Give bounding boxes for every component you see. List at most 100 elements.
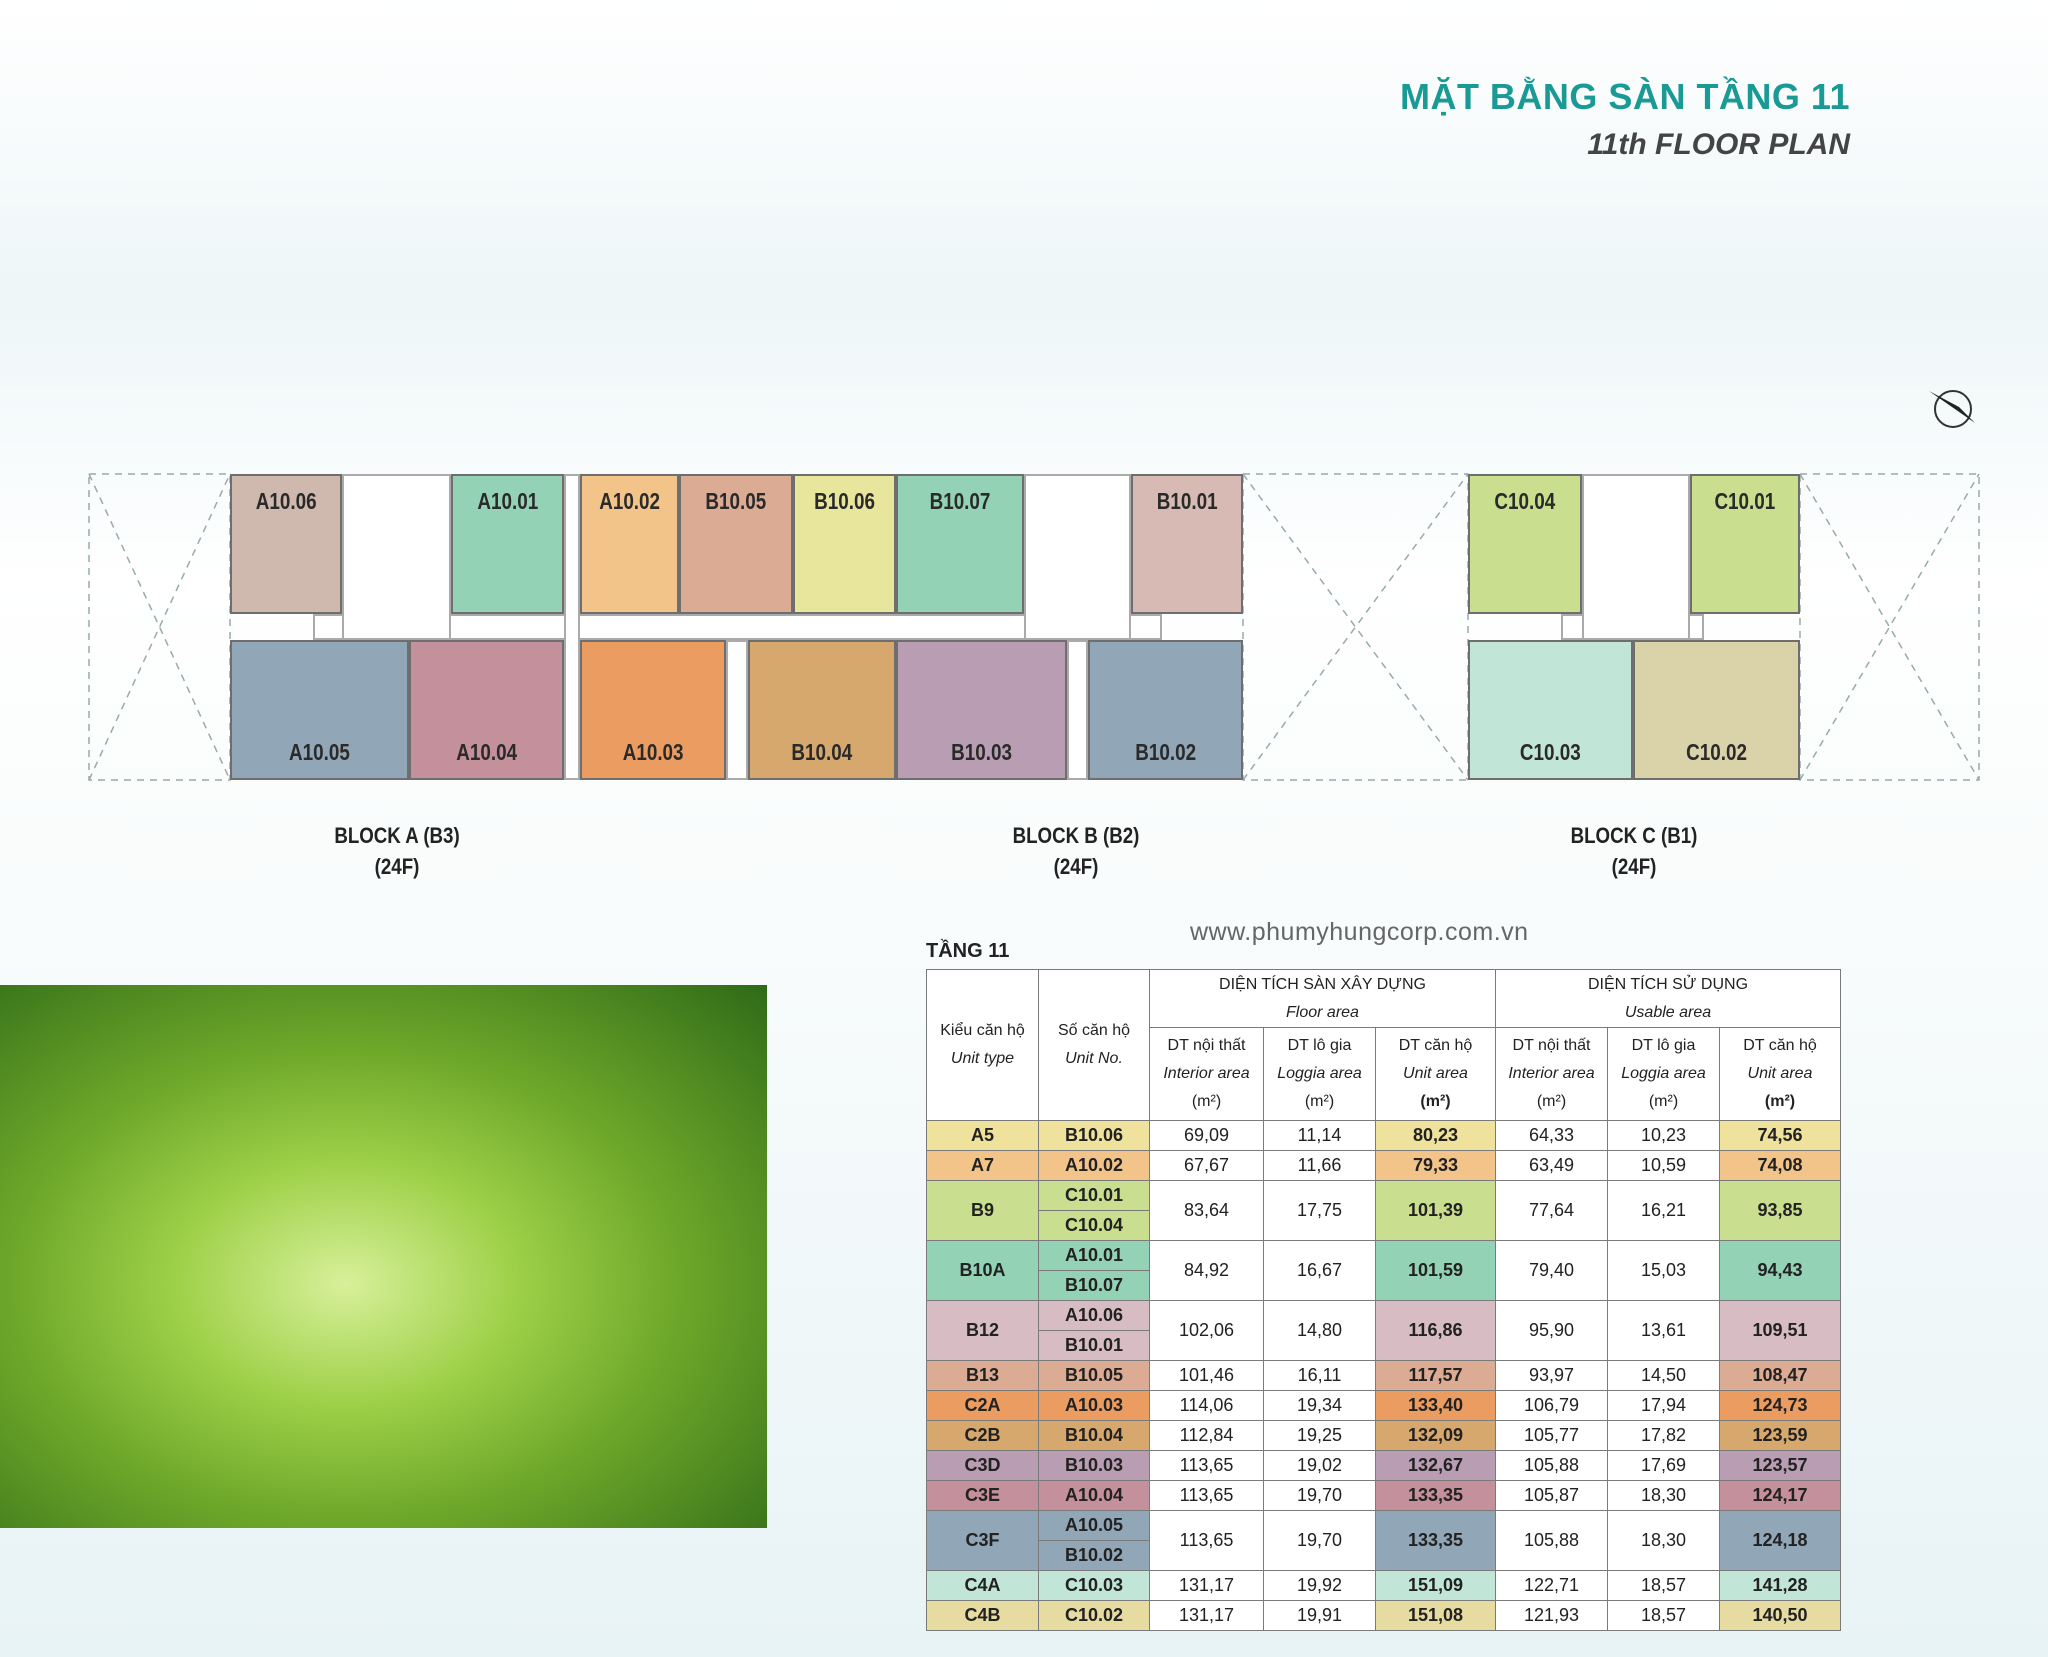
data-row: A5 B10.06 69,09 11,14 80,23 64,33 10,23 74,56	[926, 1120, 1841, 1151]
unit-type: B10A	[926, 1240, 1039, 1301]
header-text: DT nội thất	[1512, 1037, 1591, 1054]
area-cell: 101,39	[1375, 1180, 1496, 1241]
unit: A10.05	[229, 640, 409, 780]
block-floors: (24F)	[1053, 854, 1099, 880]
header-text: Unit type	[950, 1050, 1015, 1067]
area-cell: 132,67	[1375, 1450, 1496, 1481]
area-cell: 122,71	[1495, 1570, 1608, 1601]
unit-number: C10.03	[1038, 1570, 1150, 1601]
area-cell: 11,14	[1263, 1120, 1376, 1151]
header-text: DT căn hộ	[1743, 1037, 1817, 1054]
table-title: TẦNG 11	[926, 940, 1010, 962]
area-cell: 18,57	[1607, 1570, 1720, 1601]
block-floors: (24F)	[1611, 854, 1657, 880]
area-cell: 19,25	[1263, 1420, 1376, 1451]
block-name: BLOCK A (B3)	[334, 823, 460, 849]
header-text: (m²)	[1420, 1093, 1451, 1110]
leaf-photo	[0, 985, 767, 1528]
data-row: B10.02	[927, 1540, 1841, 1571]
area-cell: 113,65	[1149, 1510, 1264, 1571]
unit-number: B10.05	[1038, 1360, 1150, 1391]
header-text: (m²)	[1648, 1093, 1679, 1110]
unit-number: B10.07	[1038, 1270, 1150, 1301]
unit-type: B12	[926, 1300, 1039, 1361]
data-row: B13 B10.05 101,46 16,11 117,57 93,97 14,50 108,…	[926, 1360, 1841, 1391]
group-header: DIỆN TÍCH SÀN XÂY DỰNG Floor area	[1149, 969, 1496, 1028]
area-cell: 83,64	[1149, 1180, 1264, 1241]
header-text: DT căn hộ	[1398, 1037, 1473, 1054]
column-header: DT nội thất Interior area (m²)	[1149, 1027, 1264, 1121]
data-row: B10A A10.01 84,92 16,67 101,59 79,40 15,03 94,4…	[926, 1240, 1841, 1301]
unit-type: C2B	[926, 1420, 1039, 1451]
unit: B10.07	[896, 474, 1024, 614]
unit-number: C10.01	[1038, 1180, 1150, 1211]
unit: A10.06	[229, 474, 343, 614]
unit-number: A10.06	[1038, 1300, 1150, 1331]
unit-label: A10.05	[288, 738, 350, 765]
area-cell: 105,87	[1495, 1480, 1608, 1511]
unit-number: C10.02	[1038, 1600, 1150, 1631]
area-table: Kiểu căn hộ Unit type Số căn hộ Unit No. DIỆ…	[926, 969, 1841, 1631]
area-cell: 141,28	[1719, 1570, 1841, 1601]
column-header: DT nội thất Interior area (m²)	[1495, 1027, 1608, 1121]
unit-type: B13	[926, 1360, 1039, 1391]
area-cell: 108,47	[1719, 1360, 1841, 1391]
core	[342, 474, 451, 640]
area-cell: 105,77	[1495, 1420, 1608, 1451]
data-row: C2A A10.03 114,06 19,34 133,40 106,79 17,94 124…	[926, 1390, 1841, 1421]
area-cell: 140,50	[1719, 1600, 1841, 1631]
area-cell: 93,85	[1719, 1180, 1841, 1241]
area-cell: 63,49	[1495, 1150, 1608, 1181]
unit-label: C10.02	[1685, 738, 1747, 765]
area-cell: 124,73	[1719, 1390, 1841, 1421]
unit: C10.02	[1632, 640, 1800, 780]
unit-label: A10.03	[622, 738, 684, 765]
area-cell: 79,33	[1375, 1150, 1496, 1181]
unit-label: B10.06	[813, 488, 875, 515]
area-cell: 109,51	[1719, 1300, 1841, 1361]
area-cell: 19,70	[1263, 1510, 1376, 1571]
data-row: B9 C10.01 83,64 17,75 101,39 77,64 16,21 93,85	[926, 1180, 1841, 1241]
unit: C10.04	[1468, 474, 1582, 614]
area-cell: 124,18	[1719, 1510, 1841, 1571]
unit-label: B10.07	[929, 488, 991, 515]
block-label: BLOCK C (B1) (24F)	[1523, 820, 1744, 882]
unit: B10.01	[1131, 474, 1244, 614]
header-row: DT nội thất Interior area (m²) DT lô gia Log…	[927, 1027, 1841, 1121]
area-cell: 131,17	[1149, 1570, 1264, 1601]
unit-type: C3E	[926, 1480, 1039, 1511]
area-cell: 123,59	[1719, 1420, 1841, 1451]
unit-number: B10.01	[1038, 1330, 1150, 1361]
area-cell: 14,50	[1607, 1360, 1720, 1391]
area-cell: 17,94	[1607, 1390, 1720, 1421]
header-text: Floor area	[1286, 1003, 1359, 1021]
header-text: Số căn hộ	[1057, 1022, 1131, 1039]
area-cell: 124,17	[1719, 1480, 1841, 1511]
area-cell: 10,23	[1607, 1120, 1720, 1151]
area-cell: 151,09	[1375, 1570, 1496, 1601]
area-cell: 13,61	[1607, 1300, 1720, 1361]
unit: B10.02	[1088, 640, 1244, 780]
area-cell: 117,57	[1375, 1360, 1496, 1391]
block-floors: (24F)	[374, 854, 420, 880]
unit-label: A10.02	[599, 488, 660, 515]
area-cell: 102,06	[1149, 1300, 1264, 1361]
data-row: C10.04	[927, 1210, 1841, 1241]
area-cell: 16,21	[1607, 1180, 1720, 1241]
header-text: (m²)	[1191, 1093, 1222, 1110]
unit: B10.04	[748, 640, 896, 780]
area-cell: 17,75	[1263, 1180, 1376, 1241]
header-cell: Kiểu căn hộ Unit type	[926, 969, 1039, 1121]
core	[726, 640, 749, 780]
area-cell: 121,93	[1495, 1600, 1608, 1631]
header-cell: Số căn hộ Unit No.	[1038, 969, 1150, 1121]
unit-label: C10.04	[1494, 488, 1556, 515]
area-cell: 123,57	[1719, 1450, 1841, 1481]
area-cell: 67,67	[1149, 1150, 1264, 1181]
area-cell: 80,23	[1375, 1120, 1496, 1151]
area-cell: 112,84	[1149, 1420, 1264, 1451]
unit-number: B10.02	[1038, 1540, 1150, 1571]
area-cell: 19,70	[1263, 1480, 1376, 1511]
area-cell: 16,11	[1263, 1360, 1376, 1391]
